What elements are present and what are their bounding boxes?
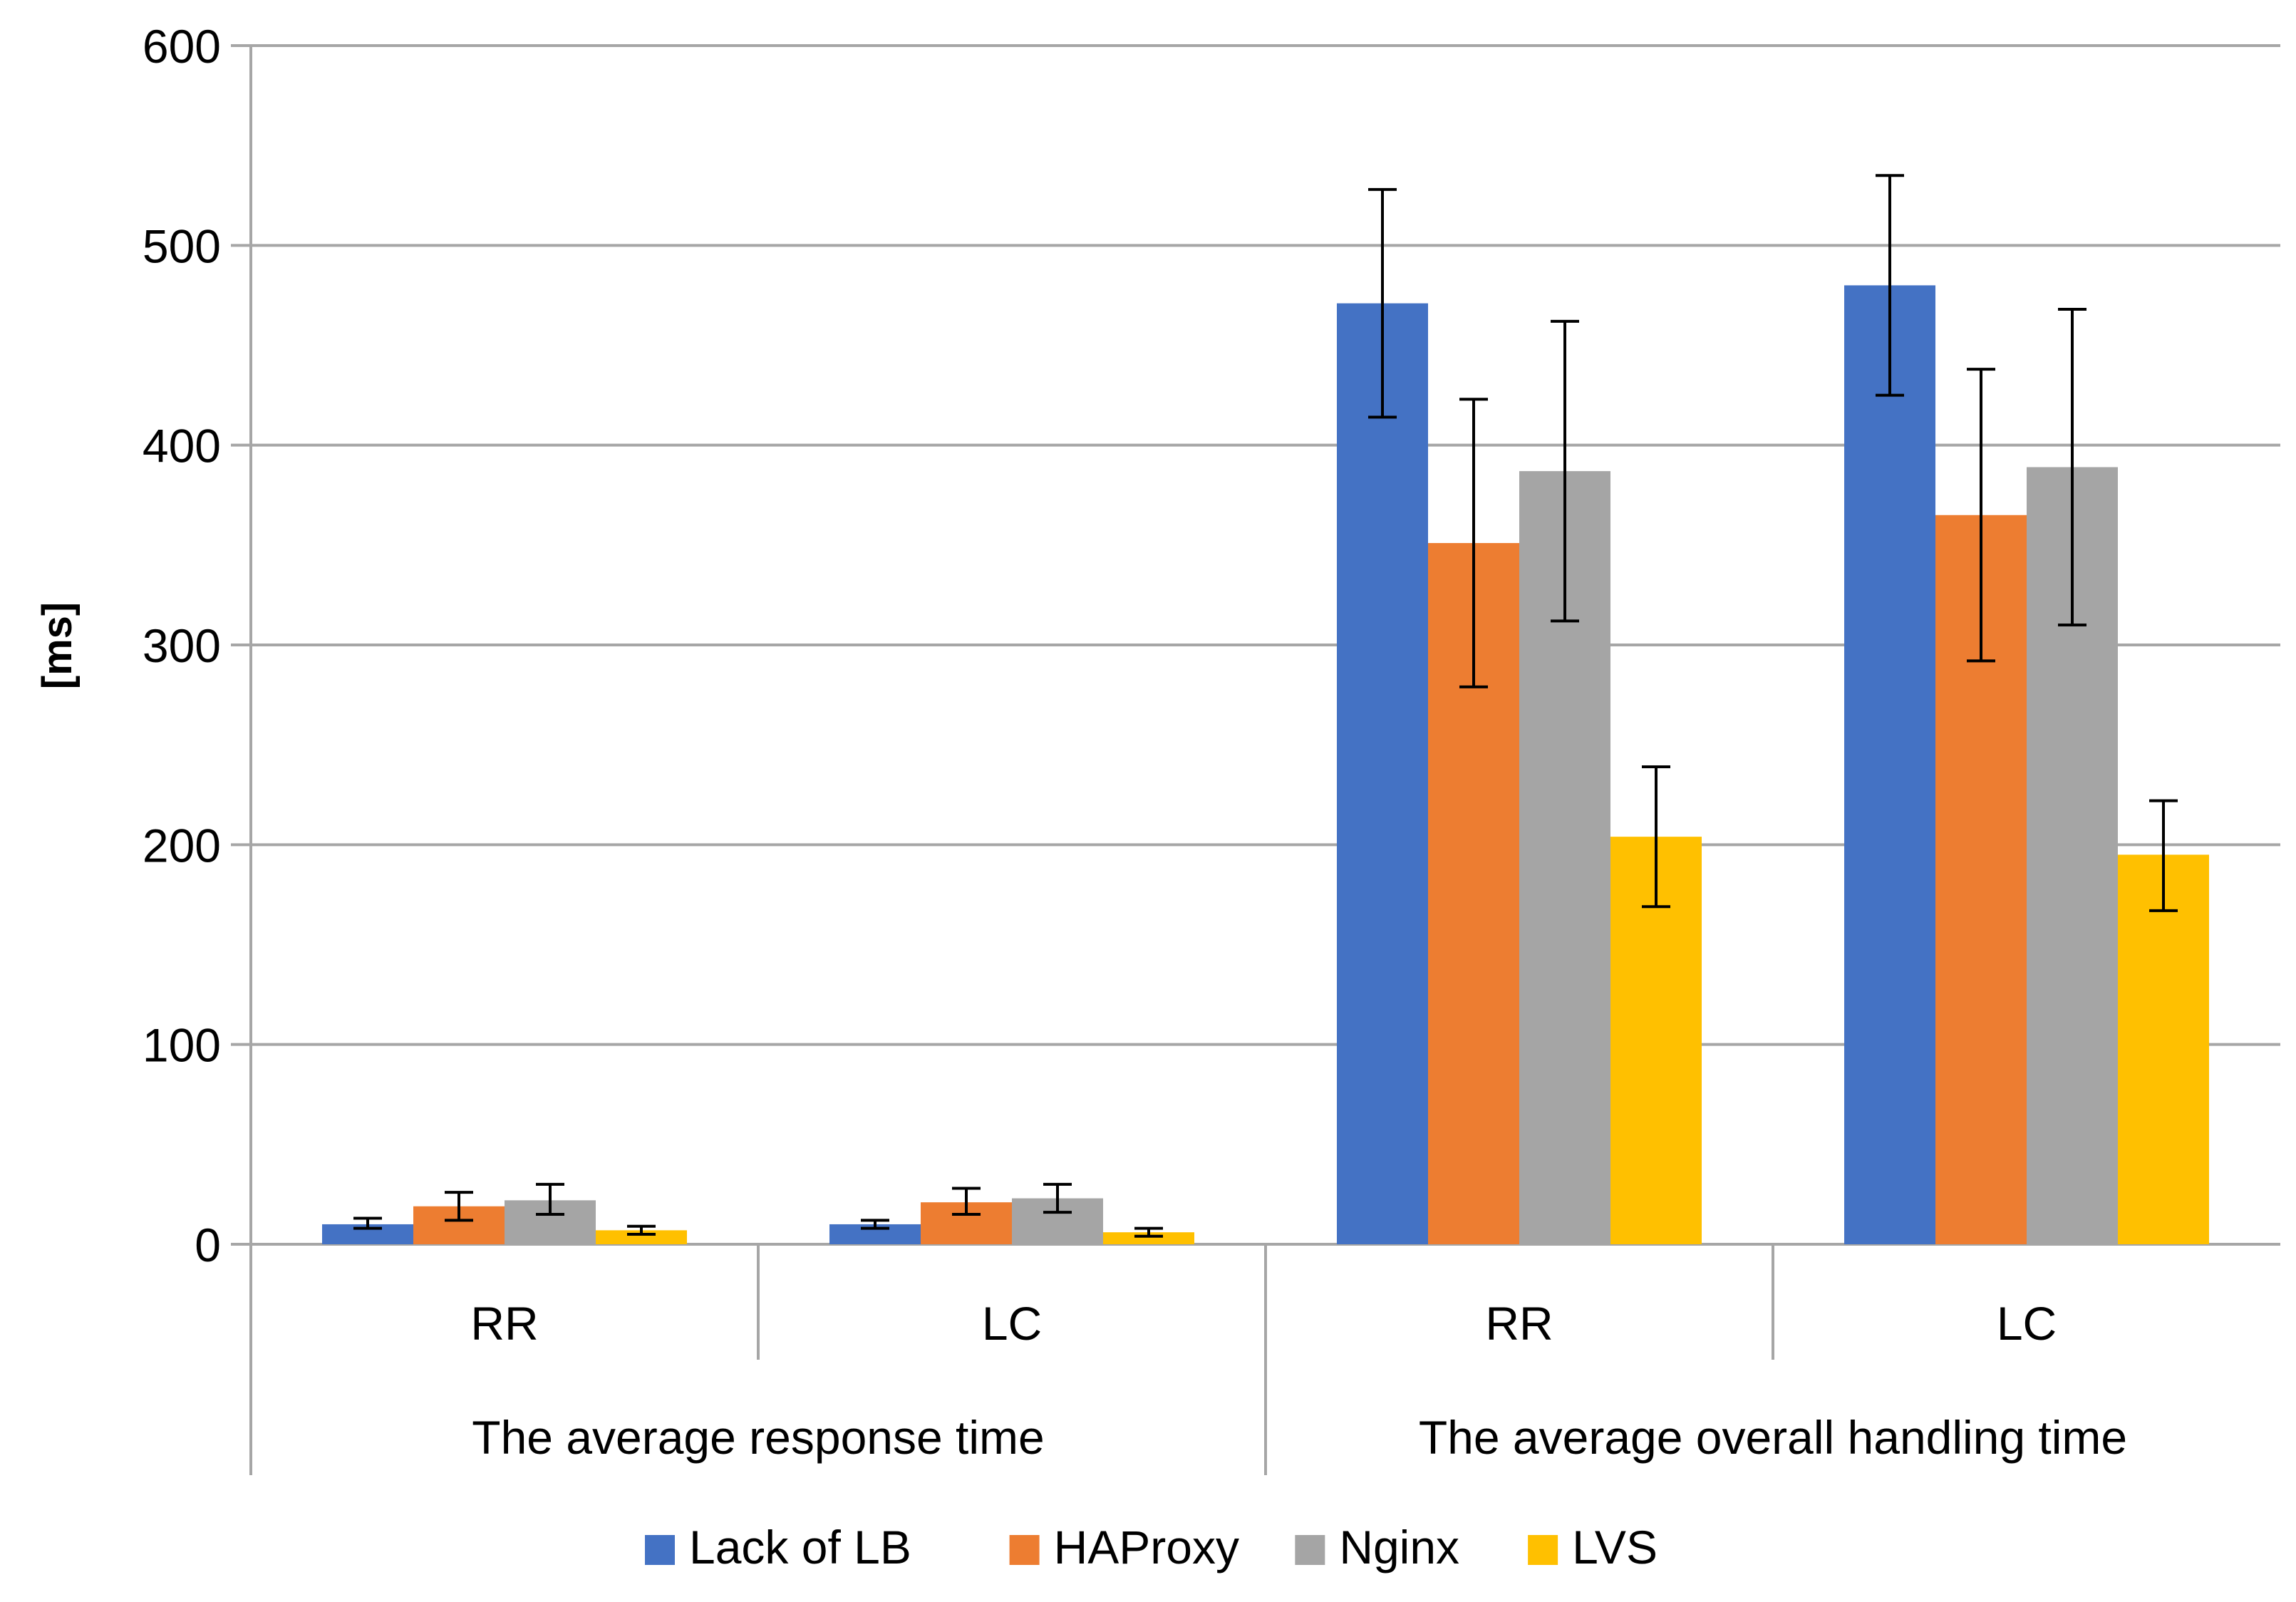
legend-swatch (1009, 1535, 1040, 1565)
y-tick-labels: 0 100 200 300 400 500 600 (143, 20, 221, 1271)
bar (1337, 303, 1428, 1244)
x-category-label: RR (1485, 1297, 1553, 1350)
x-category-labels: RR LC RR LC The average response time The ave… (470, 1297, 2127, 1464)
legend: Lack of LB HAProxy Nginx LVS (645, 1521, 1658, 1573)
bar (1844, 285, 1935, 1244)
legend-swatch (1528, 1535, 1558, 1565)
x-group-label: The average overall handling time (1419, 1411, 2127, 1464)
legend-swatch (645, 1535, 675, 1565)
legend-label: Nginx (1339, 1521, 1459, 1573)
x-category-label: RR (470, 1297, 538, 1350)
bars (322, 285, 2209, 1244)
legend-label: HAProxy (1054, 1521, 1239, 1573)
y-tick-label: 600 (143, 20, 221, 73)
bar (1103, 1232, 1194, 1244)
y-tick-label: 500 (143, 219, 221, 272)
x-group-label: The average response time (472, 1411, 1044, 1464)
y-tick-label: 300 (143, 619, 221, 672)
x-category-label: LC (1997, 1297, 2057, 1350)
gridlines (251, 44, 2280, 1046)
y-tick-label: 200 (143, 819, 221, 872)
x-category-label: LC (982, 1297, 1042, 1350)
y-tick-label: 0 (195, 1219, 221, 1271)
y-axis-label: [ms] (34, 602, 81, 689)
legend-label: Lack of LB (689, 1521, 911, 1573)
y-tick-label: 400 (143, 420, 221, 472)
bar (2118, 854, 2209, 1244)
error-bars (353, 174, 2178, 1238)
legend-label: LVS (1572, 1521, 1658, 1573)
bar (596, 1230, 687, 1244)
y-tick-label: 100 (143, 1019, 221, 1072)
legend-swatch (1295, 1535, 1325, 1565)
